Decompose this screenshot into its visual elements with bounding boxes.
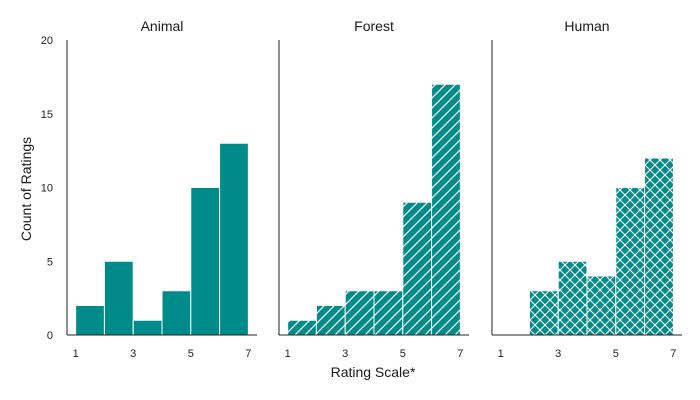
x-tick-label: 5 — [188, 348, 194, 360]
panel-title-human: Human — [564, 18, 609, 34]
x-tick-label: 5 — [400, 348, 406, 360]
panel-title-animal: Animal — [141, 18, 184, 34]
y-tick-label: 10 — [41, 183, 53, 195]
x-tick-label: 3 — [342, 348, 348, 360]
x-tick-label: 5 — [613, 348, 619, 360]
x-tick-label: 7 — [457, 348, 463, 360]
x-tick-label: 1 — [285, 348, 291, 360]
bar-forest-2 — [344, 290, 375, 336]
bar-forest-5 — [431, 83, 461, 336]
bar-animal-5 — [219, 142, 249, 336]
bar-forest-1 — [315, 305, 346, 336]
panel-human: 1 3 5 7 Human — [491, 18, 682, 360]
bar-animal-3 — [161, 290, 192, 336]
bar-animal-0 — [75, 305, 105, 336]
x-tick-label: 7 — [670, 348, 676, 360]
facet-panels: 0 5 10 15 20 1 3 5 7 Animal 1 3 5 7 Forest 1 3 5 7 Human — [41, 18, 682, 360]
bar-forest-3 — [373, 290, 404, 336]
bar-forest-4 — [402, 201, 433, 336]
bar-animal-4 — [190, 187, 221, 336]
bar-human-1 — [557, 260, 588, 336]
panel-forest: 1 3 5 7 Forest — [278, 18, 469, 360]
x-tick-label: 3 — [555, 348, 561, 360]
bar-human-4 — [644, 157, 674, 336]
bar-human-0 — [528, 290, 559, 336]
x-tick-label: 1 — [498, 348, 504, 360]
panel-title-forest: Forest — [354, 18, 394, 34]
x-tick-label: 7 — [245, 348, 251, 360]
panel-animal: 0 5 10 15 20 1 3 5 7 Animal — [41, 18, 257, 360]
bar-human-3 — [615, 187, 646, 336]
x-tick-label: 1 — [73, 348, 79, 360]
x-tick-label: 3 — [130, 348, 136, 360]
y-tick-label: 5 — [47, 256, 53, 268]
bar-forest-0 — [287, 319, 317, 336]
y-tick-label: 0 — [47, 330, 53, 342]
bar-animal-1 — [103, 260, 134, 336]
y-tick-label: 20 — [41, 35, 53, 47]
bar-human-2 — [586, 275, 617, 336]
x-axis-label: Rating Scale* — [331, 364, 416, 380]
y-tick-label: 15 — [41, 109, 53, 121]
bar-animal-2 — [132, 319, 163, 336]
y-axis-label: Count of Ratings — [18, 137, 34, 241]
